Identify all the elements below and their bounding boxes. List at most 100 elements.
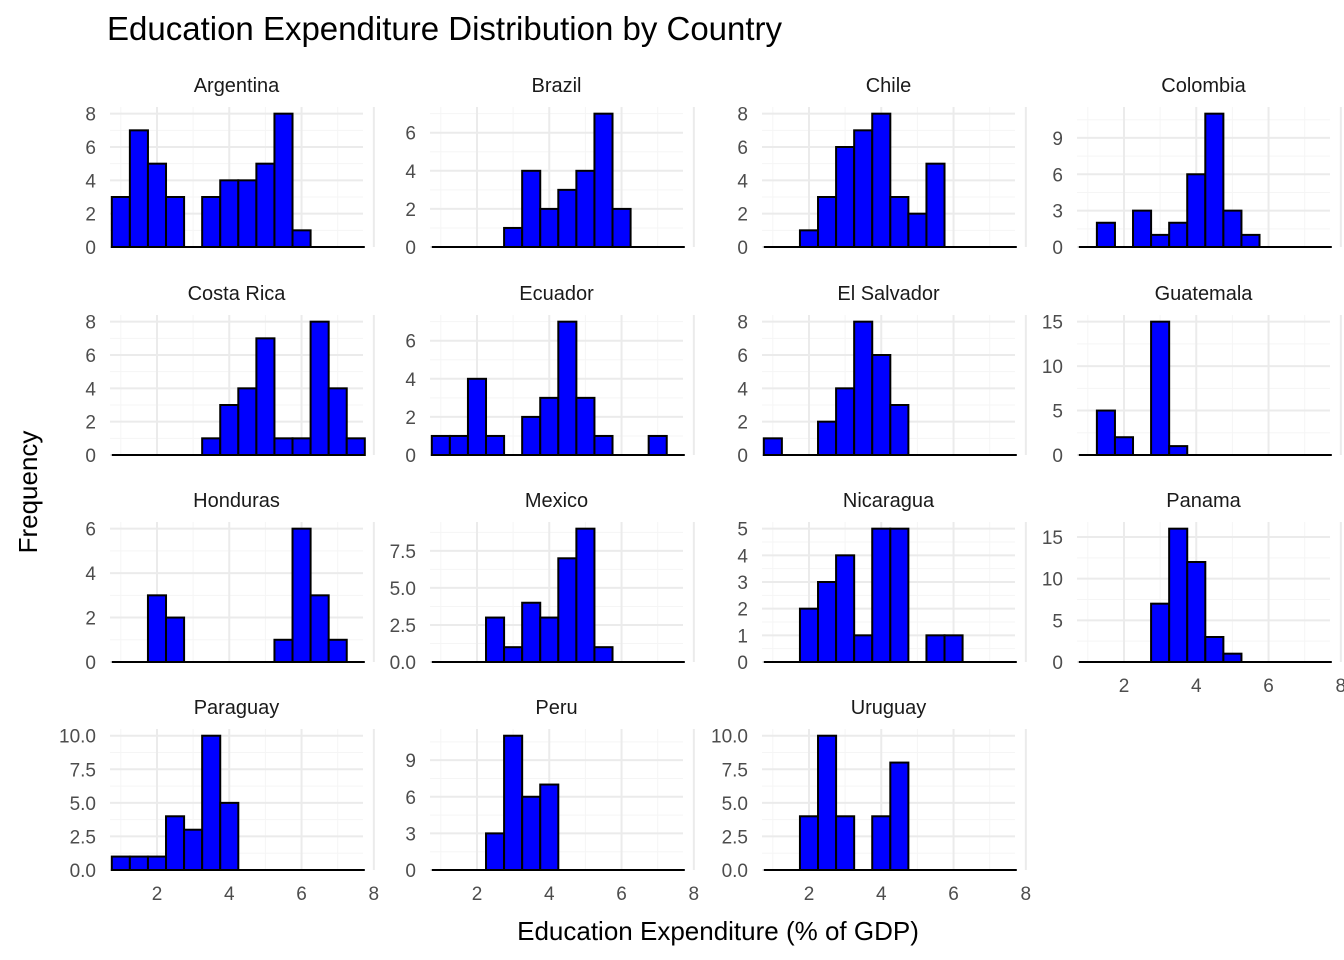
histogram-bar [1113, 436, 1135, 457]
histogram-bar [817, 734, 838, 872]
x-tick-label: 6 [616, 884, 627, 905]
histogram-bar [798, 229, 820, 248]
histogram-bar [1150, 233, 1171, 248]
y-tick-label: 2.5 [722, 827, 748, 848]
histogram-bar [575, 396, 596, 457]
histogram-bar [201, 437, 222, 457]
y-tick-label: 5 [1052, 402, 1063, 423]
y-tick-label: 0 [737, 653, 748, 674]
y-tick-label: 15 [1042, 528, 1063, 549]
histogram-bar [925, 162, 946, 249]
y-tick-label: 10 [1042, 357, 1063, 378]
histogram-bar [521, 795, 542, 871]
histogram-bar [485, 434, 506, 457]
x-tick-label: 2 [152, 884, 163, 905]
y-tick-label: 0 [85, 238, 96, 259]
y-tick-label: 3 [1052, 202, 1063, 223]
histogram-bar [291, 437, 312, 457]
y-axis-title: Frequency [13, 431, 43, 554]
histogram-bar [165, 196, 186, 248]
facet-honduras: Honduras 0 2 4 6 [85, 490, 375, 674]
histogram-bar [146, 162, 168, 249]
y-tick-label: 10 [1042, 570, 1063, 591]
histogram-bar [593, 646, 614, 663]
y-tick-label: 4 [737, 546, 748, 567]
y-tick-label: 2 [405, 408, 416, 429]
facet-nicaragua: Nicaragua 0 1 2 3 4 5 [737, 490, 1027, 674]
facet-mexico: Mexico 0.0 2.5 5.0 7.5 [390, 490, 695, 674]
histogram-bar [593, 112, 614, 248]
histogram-bar [466, 377, 488, 456]
histogram-bar [817, 420, 838, 456]
histogram-bar [255, 162, 276, 249]
histogram-bar [1150, 320, 1171, 456]
y-tick-label: 2 [737, 205, 748, 226]
histogram-bar [503, 226, 524, 248]
histogram-bar [557, 188, 578, 249]
histogram-bar [871, 112, 892, 248]
x-axis-title: Education Expenditure (% of GDP) [517, 916, 919, 946]
histogram-bar [835, 146, 856, 248]
y-tick-label: 1 [737, 626, 748, 647]
y-tick-label: 8 [737, 313, 748, 334]
facet-paraguay: Paraguay 0.0 2.5 5.0 7.5 10.0 2 4 6 8 [59, 697, 379, 905]
facet-chile: Chile 0 2 4 6 8 [737, 75, 1027, 259]
y-tick-label: 8 [85, 105, 96, 126]
histogram-bar [1095, 409, 1116, 456]
y-tick-label: 4 [85, 564, 96, 585]
histogram-bar [309, 320, 330, 456]
y-tick-label: 0 [405, 238, 416, 259]
y-tick-label: 4 [405, 370, 416, 391]
histogram-bar [201, 734, 222, 872]
histogram-bar [943, 634, 964, 663]
x-tick-label: 8 [689, 884, 700, 905]
histogram-bar [219, 404, 240, 456]
histogram-bar [128, 129, 149, 248]
x-tick-label: 8 [369, 884, 380, 905]
x-tick-label: 6 [296, 884, 307, 905]
histogram-bar [593, 434, 614, 457]
histogram-bar [1150, 602, 1171, 664]
y-tick-label: 0.0 [390, 653, 416, 674]
facet-label-costa-rica: Costa Rica [188, 283, 287, 305]
y-tick-label: 5.0 [390, 579, 416, 600]
facet-label-guatemala: Guatemala [1155, 283, 1254, 305]
facet-label-argentina: Argentina [194, 75, 280, 97]
histogram-bar [327, 638, 348, 663]
facet-panama: Panama 0 5 10 15 2 4 6 8 [1042, 490, 1344, 697]
facet-label-colombia: Colombia [1161, 75, 1246, 97]
y-tick-label: 4 [85, 379, 96, 400]
histogram-bar [817, 196, 838, 248]
histogram-bar [1168, 445, 1189, 457]
facet-panels: Argentina 0 2 4 6 8 Brazil 0 2 4 6 Chile 0 2 4 6 8 Colomb… [59, 75, 1344, 905]
x-tick-label: 4 [224, 884, 235, 905]
y-tick-label: 4 [405, 162, 416, 183]
histogram-bar [183, 828, 204, 872]
y-tick-label: 0 [1052, 446, 1063, 467]
y-tick-label: 0 [85, 653, 96, 674]
histogram-bar [853, 320, 874, 456]
facet-argentina: Argentina 0 2 4 6 8 [85, 75, 375, 259]
y-tick-label: 10.0 [711, 727, 748, 748]
histogram-bar [871, 815, 892, 871]
histogram-bar [503, 734, 524, 872]
x-tick-label: 4 [876, 884, 887, 905]
histogram-bar [889, 404, 910, 456]
histogram-bar [521, 169, 542, 248]
histogram-bar [273, 437, 294, 457]
x-tick-label: 6 [948, 884, 959, 905]
histogram-bar [327, 387, 348, 457]
facet-uruguay: Uruguay 0.0 2.5 5.0 7.5 10.0 2 4 6 8 [711, 697, 1031, 905]
facet-ecuador: Ecuador 0 2 4 6 [405, 283, 695, 467]
histogram-bar [521, 601, 542, 663]
histogram-bar [430, 434, 451, 457]
y-tick-label: 0 [85, 446, 96, 467]
histogram-bar [1240, 233, 1261, 248]
y-tick-label: 0.0 [70, 861, 96, 882]
x-tick-label: 4 [1191, 676, 1202, 697]
histogram-bar [539, 207, 560, 248]
histogram-bar [817, 581, 838, 663]
facet-label-brazil: Brazil [531, 75, 581, 97]
histogram-bar [1222, 209, 1243, 249]
histogram-bar [237, 179, 258, 248]
